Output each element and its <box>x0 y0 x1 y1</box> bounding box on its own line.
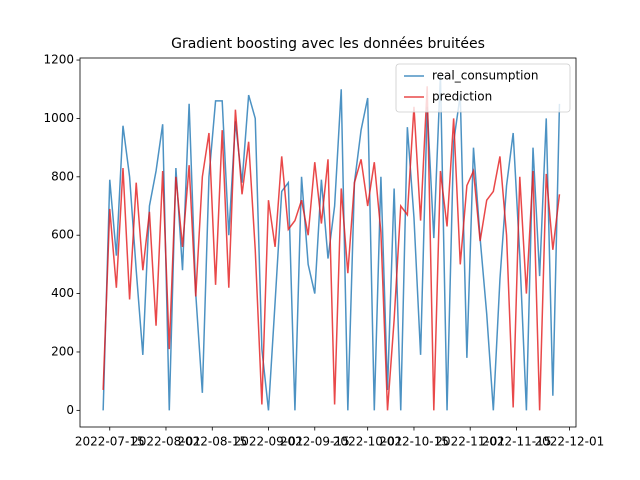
series-line <box>102 86 561 411</box>
legend-box <box>395 63 571 113</box>
y-tick-label: 400 <box>51 286 74 300</box>
x-tick-label: 2022-09-15 <box>280 435 350 449</box>
x-tick-label: 2022-08-15 <box>177 435 247 449</box>
x-tick-label: 2022-07-15 <box>75 435 145 449</box>
y-tick-label: 1000 <box>43 111 74 125</box>
legend-label: prediction <box>432 90 492 104</box>
x-tick-label: 2022-08-01 <box>131 435 201 449</box>
x-tick-label: 2022-11-15 <box>482 435 552 449</box>
y-tick-label: 200 <box>51 344 74 358</box>
x-tick-label: 2022-10-15 <box>379 435 449 449</box>
plot-frame <box>79 57 577 428</box>
y-tick-label: 1200 <box>43 53 74 67</box>
x-tick-label: 2022-11-01 <box>435 435 505 449</box>
y-tick-label: 0 <box>66 403 74 417</box>
y-tick-label: 600 <box>51 228 74 242</box>
series-line <box>102 74 561 411</box>
chart-title: Gradient boosting avec les données bruit… <box>171 36 485 52</box>
x-tick-label: 2022-12-01 <box>535 435 605 449</box>
x-tick-label: 2022-09-01 <box>234 435 304 449</box>
legend-label: real_consumption <box>432 69 538 83</box>
y-tick-label: 800 <box>51 169 74 183</box>
x-tick-label: 2022-10-01 <box>333 435 403 449</box>
